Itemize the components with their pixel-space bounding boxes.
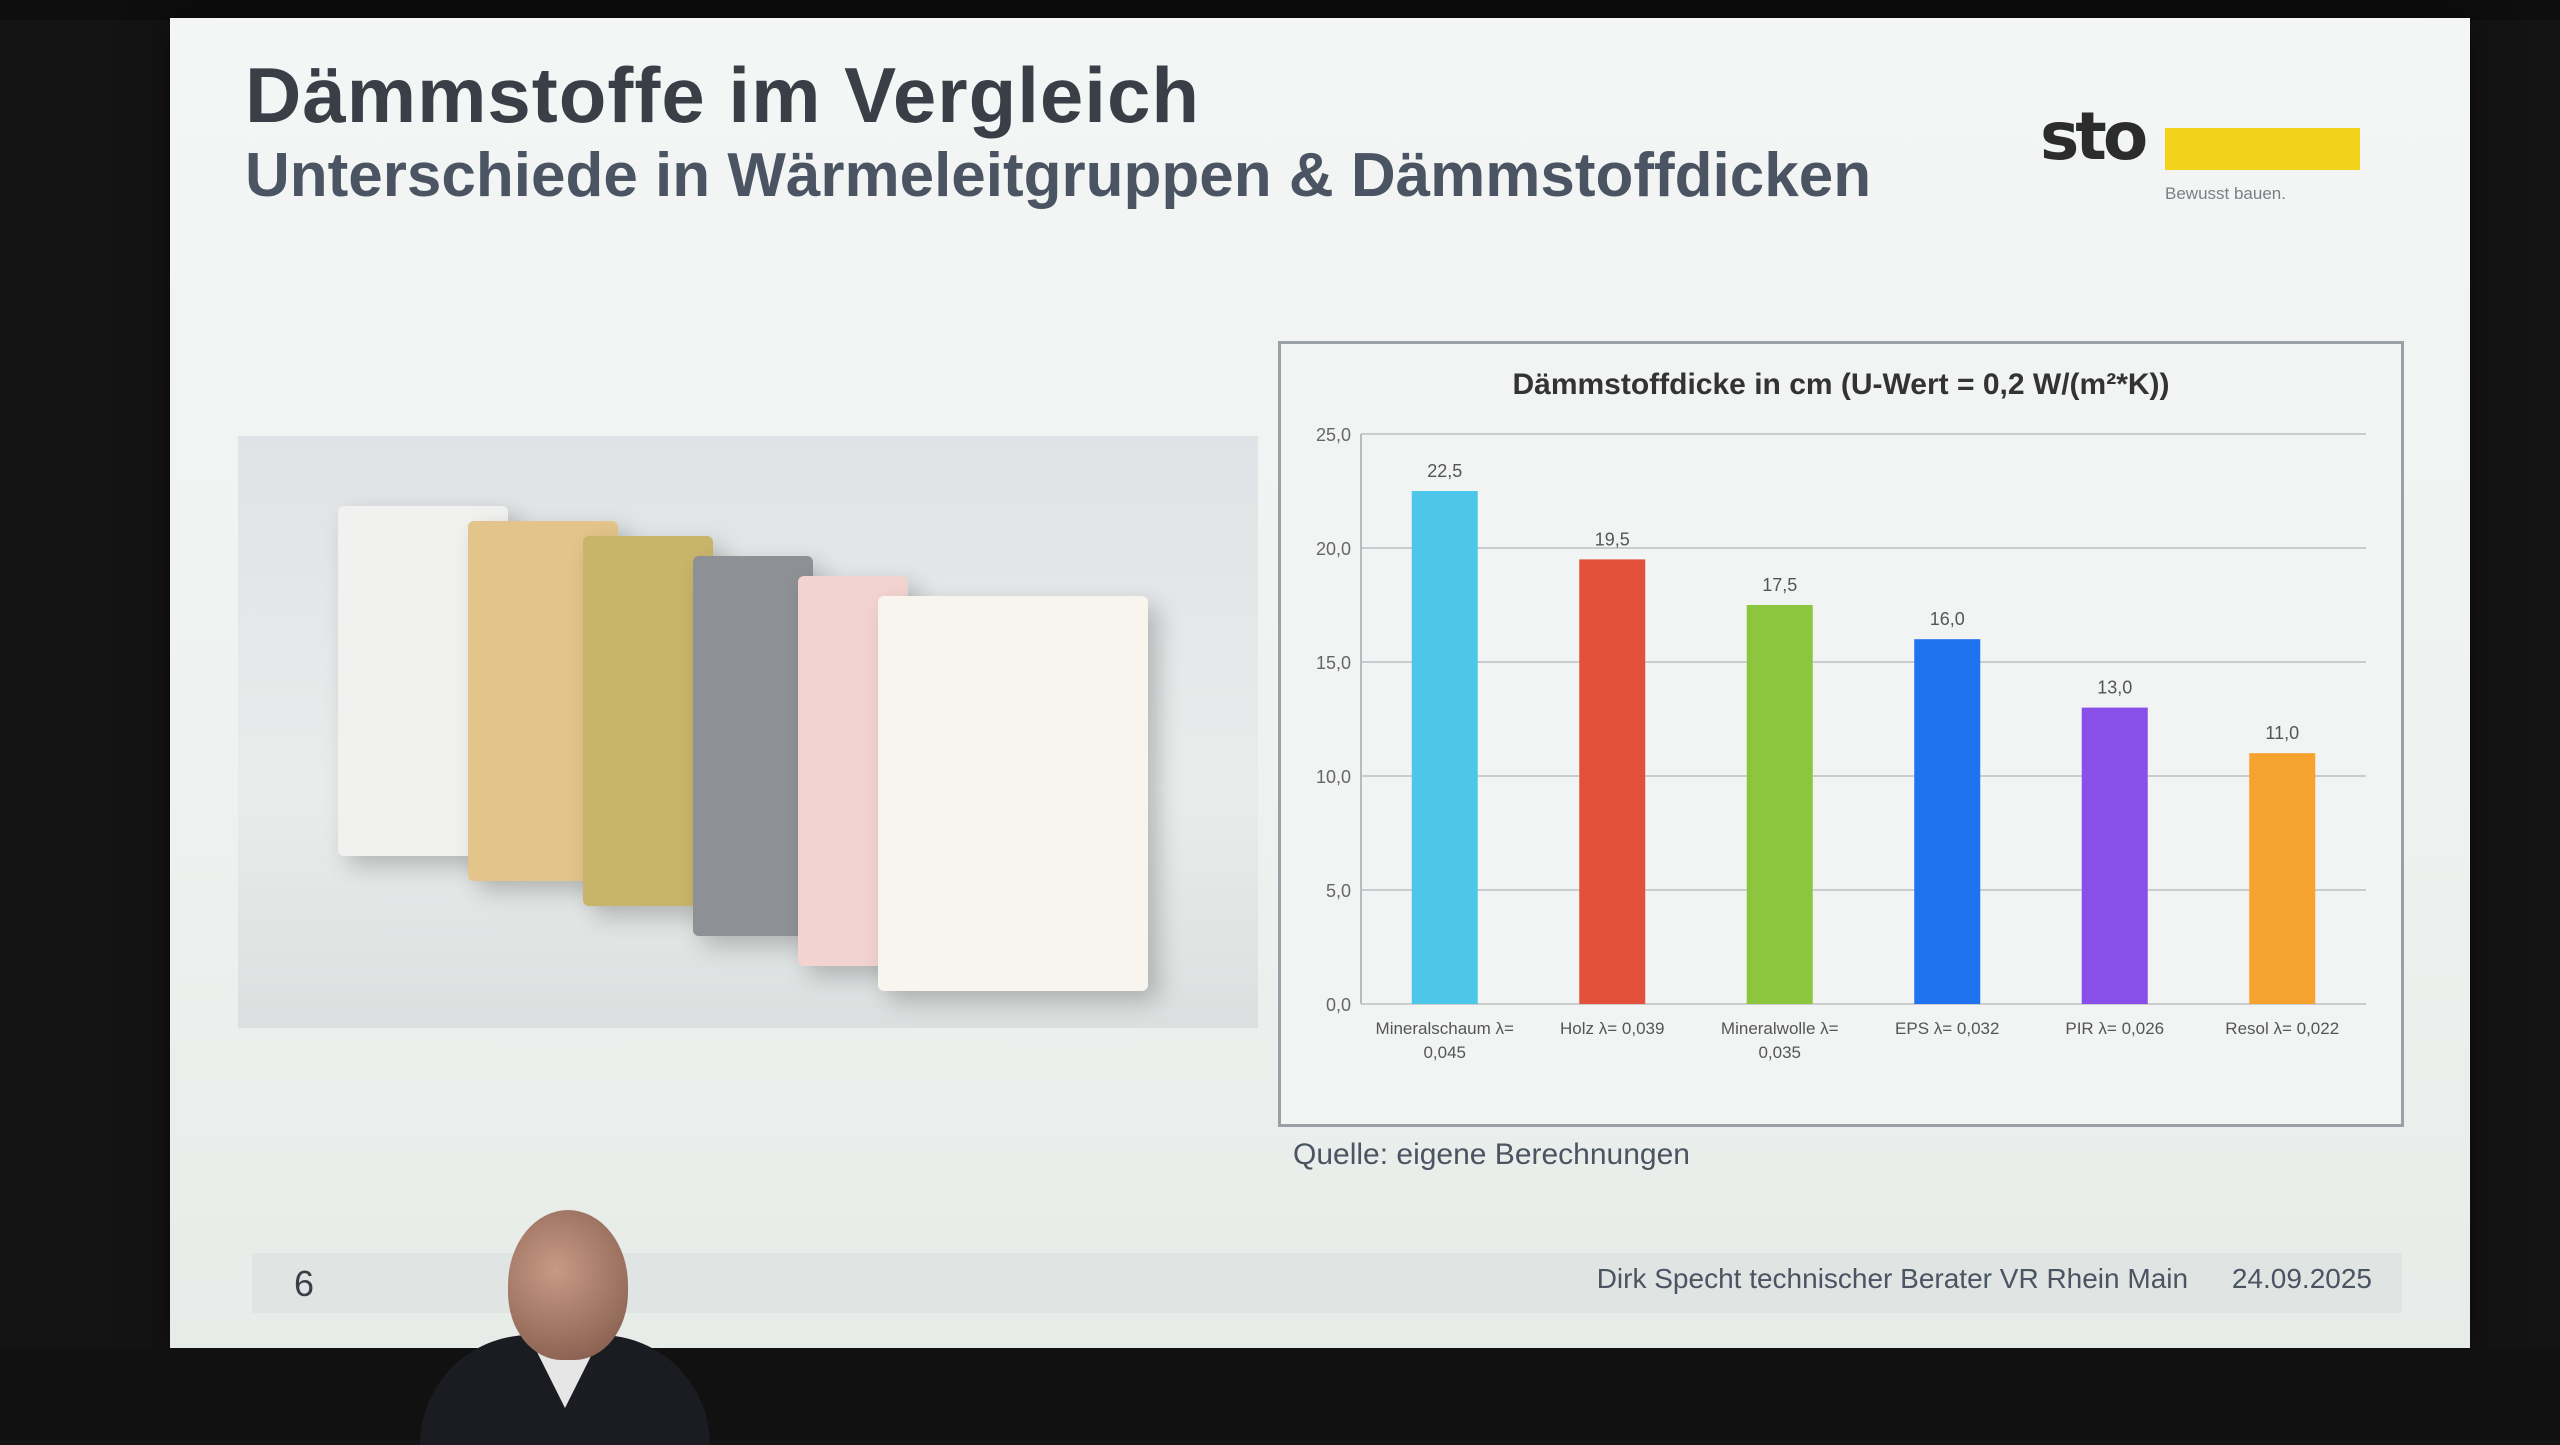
slide-subtitle: Unterschiede in Wärmeleitgruppen & Dämms…: [245, 141, 1872, 210]
slab-resol-white: [878, 596, 1148, 991]
presenter-head: [508, 1210, 628, 1360]
x-category-label: 0,035: [1758, 1043, 1801, 1062]
room-background: [0, 0, 2560, 20]
bar-3: [1746, 605, 1813, 1004]
source-note: Quelle: eigene Berechnungen: [1293, 1138, 1690, 1171]
slide-title: Dämmstoffe im Vergleich: [245, 51, 1200, 139]
sto-logo: sto Bewusst bauen.: [2040, 98, 2360, 208]
bar-value-label: 13,0: [2097, 678, 2132, 698]
bar-2: [1579, 559, 1646, 1004]
footer-info: Dirk Specht technischer Berater VR Rhein…: [1561, 1263, 2372, 1295]
slab-eps-grey: [693, 556, 813, 936]
projection-screen: Dämmstoffe im Vergleich Unterschiede in …: [170, 18, 2470, 1348]
slab-mineral-wool: [583, 536, 713, 906]
bar-value-label: 17,5: [1762, 575, 1797, 595]
bar-value-label: 19,5: [1595, 529, 1630, 549]
bar-chart: Dämmstoffdicke in cm (U-Wert = 0,2 W/(m²…: [1316, 368, 2366, 1062]
x-category-label: EPS λ= 0,032: [1895, 1019, 1999, 1038]
bar-value-label: 22,5: [1427, 461, 1462, 481]
x-category-label: 0,045: [1423, 1043, 1466, 1062]
x-category-label: PIR λ= 0,026: [2065, 1019, 2164, 1038]
insulation-samples-photo: [238, 436, 1258, 1028]
y-tick-label: 5,0: [1326, 881, 1351, 901]
y-tick-label: 0,0: [1326, 995, 1351, 1015]
page-number: 6: [294, 1263, 315, 1304]
bar-value-label: 11,0: [2265, 723, 2299, 743]
bar-5: [2081, 707, 2148, 1004]
y-tick-label: 25,0: [1316, 425, 1351, 445]
y-tick-label: 20,0: [1316, 539, 1351, 559]
x-category-label: Mineralwolle λ=: [1721, 1019, 1839, 1038]
stage-floor: [0, 1348, 2560, 1440]
x-category-label: Resol λ= 0,022: [2225, 1019, 2339, 1038]
x-category-label: Holz λ= 0,039: [1560, 1019, 1664, 1038]
logo-tagline: Bewusst bauen.: [2165, 184, 2286, 203]
bar-6: [2249, 753, 2316, 1004]
chart-title: Dämmstoffdicke in cm (U-Wert = 0,2 W/(m²…: [1512, 368, 2169, 401]
presenter-name: Dirk Specht technischer Berater VR Rhein…: [1596, 1263, 2189, 1294]
y-tick-label: 10,0: [1316, 767, 1351, 787]
bar-chart-panel: Dämmstoffdicke in cm (U-Wert = 0,2 W/(m²…: [1278, 341, 2404, 1127]
bar-value-label: 16,0: [1930, 609, 1965, 629]
logo-wordmark: sto: [2040, 98, 2148, 175]
presenter-silhouette: [400, 1210, 720, 1445]
bar-4: [1914, 639, 1981, 1004]
logo-yellow-bar: [2165, 128, 2360, 170]
x-category-label: Mineralschaum λ=: [1376, 1019, 1514, 1038]
y-tick-label: 15,0: [1316, 653, 1351, 673]
slide-date: 24.09.2025: [2231, 1263, 2372, 1294]
bar-1: [1411, 491, 1478, 1004]
